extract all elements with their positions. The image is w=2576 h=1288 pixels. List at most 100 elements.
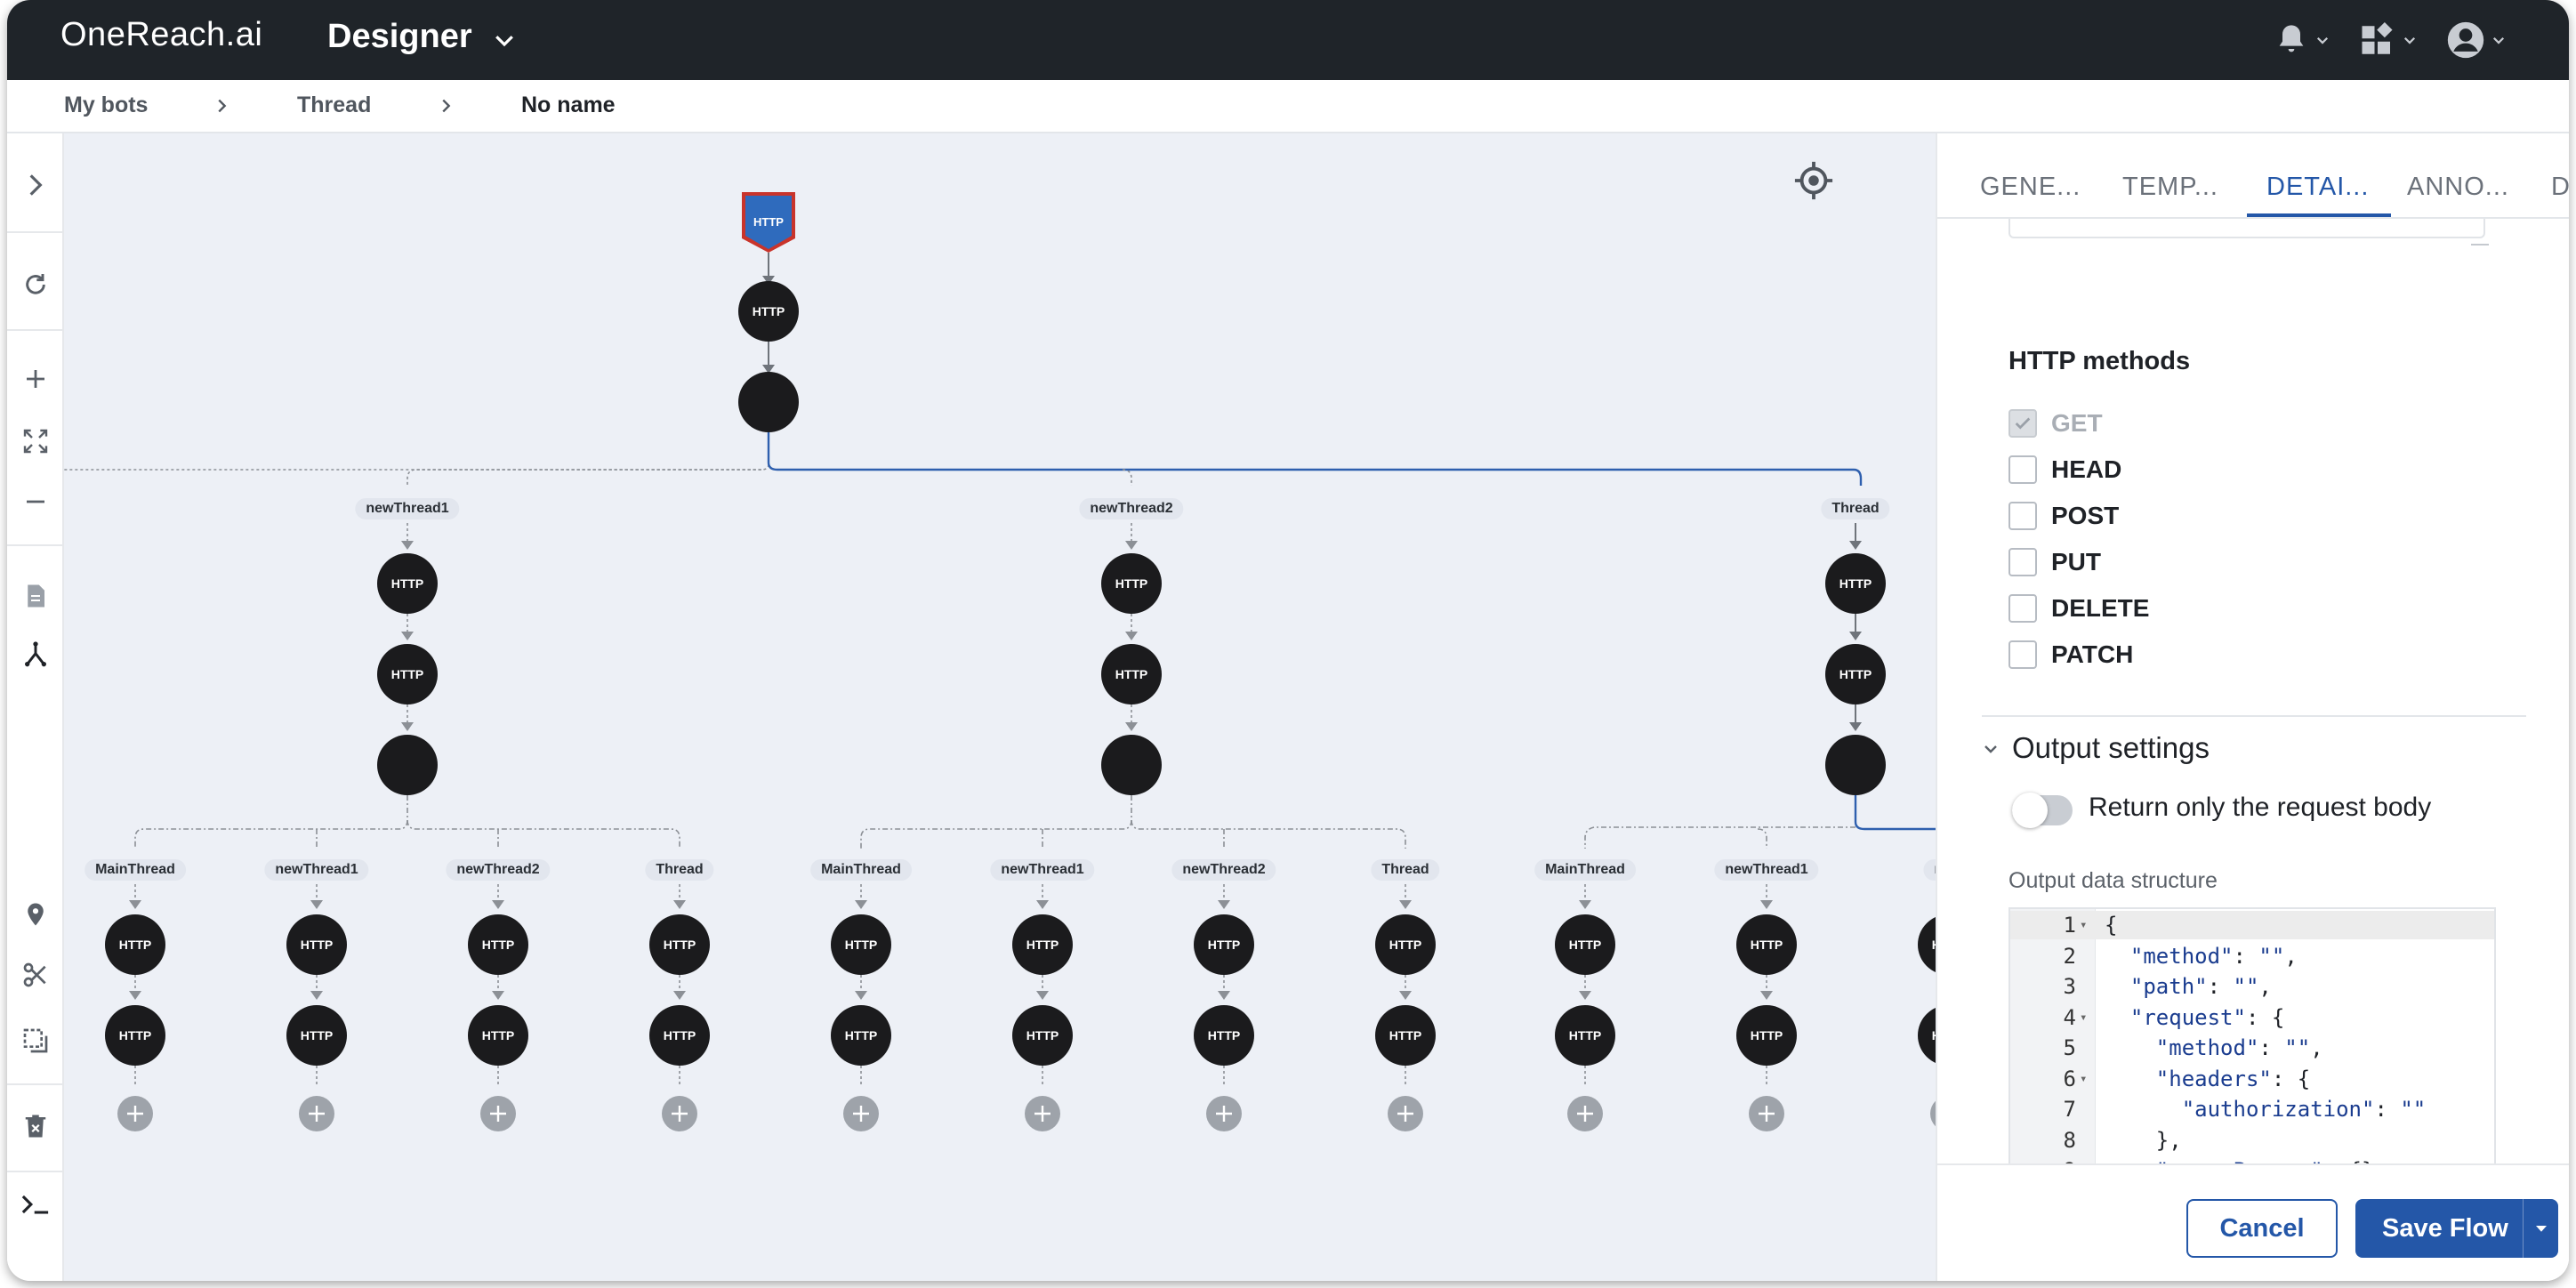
cancel-button[interactable]: Cancel	[2186, 1199, 2338, 1258]
method-head[interactable]: HEAD	[2008, 452, 2121, 487]
checkbox-put[interactable]	[2008, 548, 2037, 576]
breadcrumb-item-my-bots[interactable]: My bots	[64, 93, 149, 117]
fold-arrow-icon[interactable]: ▾	[2080, 918, 2088, 932]
http-node[interactable]	[1194, 914, 1254, 975]
node-label[interactable]: HTTP	[391, 576, 424, 591]
node-label[interactable]: HTTP	[1208, 1028, 1241, 1042]
method-post[interactable]: POST	[2008, 498, 2119, 534]
http-node[interactable]	[105, 1005, 165, 1066]
http-node[interactable]	[1825, 735, 1886, 795]
return-body-toggle[interactable]	[2012, 793, 2073, 828]
method-patch[interactable]: PATCH	[2008, 637, 2133, 672]
add-node-button[interactable]	[1930, 1096, 1936, 1131]
zoom-in-button[interactable]	[18, 361, 53, 397]
node-label[interactable]: HTTP	[119, 1028, 152, 1042]
notifications-button[interactable]	[2274, 22, 2330, 58]
http-node[interactable]	[1825, 644, 1886, 704]
fit-screen-button[interactable]	[18, 423, 53, 459]
http-node[interactable]	[468, 1005, 528, 1066]
http-node[interactable]	[1101, 735, 1162, 795]
branch-button[interactable]	[18, 637, 53, 672]
node-label[interactable]: HTTP	[482, 1028, 515, 1042]
http-node[interactable]	[1194, 1005, 1254, 1066]
node-label[interactable]: HTTP	[119, 938, 152, 952]
root-http-node[interactable]	[745, 196, 792, 249]
node-label[interactable]: HTTP	[1839, 667, 1872, 681]
checkbox-post[interactable]	[2008, 502, 2037, 530]
http-node[interactable]	[1825, 553, 1886, 614]
node-label[interactable]: HTTP	[1389, 1028, 1422, 1042]
tab-details[interactable]: DETAI...	[2266, 173, 2370, 201]
node-label[interactable]: HTTP	[753, 304, 785, 318]
breadcrumb-item-thread[interactable]: Thread	[297, 93, 372, 117]
user-menu-button[interactable]	[2446, 20, 2507, 60]
node-label[interactable]: HTTP	[1751, 938, 1783, 952]
http-node[interactable]	[1375, 914, 1436, 975]
branch-label[interactable]: MainThread	[810, 859, 912, 881]
method-get[interactable]: GET	[2008, 406, 2103, 441]
http-node[interactable]	[1012, 914, 1073, 975]
node-label[interactable]: HTTP	[1389, 938, 1422, 952]
http-node[interactable]	[377, 553, 438, 614]
cut-button[interactable]	[18, 957, 53, 993]
http-node[interactable]	[105, 914, 165, 975]
node-label[interactable]: HTTP	[1932, 938, 1936, 952]
node-label[interactable]: HTTP	[1208, 938, 1241, 952]
http-node[interactable]	[831, 1005, 891, 1066]
method-delete[interactable]: DELETE	[2008, 591, 2149, 626]
tab-general[interactable]: GENE...	[1980, 173, 2081, 201]
node-label[interactable]: HTTP	[482, 938, 515, 952]
node-label[interactable]: HTTP	[1569, 938, 1602, 952]
save-flow-button[interactable]: Save Flow	[2355, 1199, 2558, 1258]
method-put[interactable]: PUT	[2008, 544, 2101, 580]
checkbox-get[interactable]	[2008, 409, 2037, 438]
branch-label[interactable]: MainThread	[85, 859, 186, 881]
branch-label[interactable]: newThread1	[355, 498, 460, 519]
node-label[interactable]: HTTP	[301, 1028, 334, 1042]
node-label[interactable]: HTTP	[845, 938, 878, 952]
branch-label[interactable]: newThread1	[990, 859, 1095, 881]
center-view-button[interactable]	[1793, 160, 1839, 206]
refresh-button[interactable]	[18, 267, 53, 302]
text-field[interactable]	[2008, 219, 2485, 238]
http-node[interactable]	[1375, 1005, 1436, 1066]
branch-label[interactable]: Thread	[645, 859, 714, 881]
http-node[interactable]	[1555, 1005, 1615, 1066]
tab-annotations[interactable]: ANNO...	[2407, 173, 2509, 201]
node-label[interactable]: HTTP	[1026, 1028, 1059, 1042]
branch-label[interactable]: newThread2	[1171, 859, 1276, 881]
expand-panel-button[interactable]	[18, 167, 53, 203]
delete-button[interactable]	[18, 1108, 53, 1144]
fold-arrow-icon[interactable]: ▾	[2080, 1010, 2088, 1025]
http-node[interactable]	[286, 1005, 347, 1066]
checkbox-patch[interactable]	[2008, 640, 2037, 669]
code-editor[interactable]: 1 ▾{2 "method": "", 3 "path": "", 4 ▾ "reque…	[2008, 907, 2496, 1172]
http-node[interactable]	[1918, 1005, 1936, 1066]
http-node[interactable]	[1736, 914, 1797, 975]
branch-label[interactable]: newThread1	[1714, 859, 1819, 881]
terminal-button[interactable]	[18, 1187, 53, 1222]
checkbox-delete[interactable]	[2008, 594, 2037, 623]
http-node[interactable]	[738, 372, 799, 432]
http-node[interactable]	[738, 281, 799, 342]
zoom-out-button[interactable]	[18, 484, 53, 519]
branch-label[interactable]: newThread2	[446, 859, 551, 881]
node-label[interactable]: HTTP	[301, 938, 334, 952]
http-node[interactable]	[286, 914, 347, 975]
node-label[interactable]: HTTP	[1839, 576, 1872, 591]
http-node[interactable]	[1101, 644, 1162, 704]
document-button[interactable]	[18, 578, 53, 614]
root-node-label[interactable]: HTTP	[753, 215, 784, 229]
node-label[interactable]: HTTP	[1932, 1028, 1936, 1042]
location-button[interactable]	[18, 897, 53, 932]
node-label[interactable]: HTTP	[1026, 938, 1059, 952]
node-label[interactable]: HTTP	[1569, 1028, 1602, 1042]
tab-more[interactable]: DE	[2551, 173, 2569, 201]
http-node[interactable]	[1555, 914, 1615, 975]
chevron-down-icon[interactable]	[1980, 738, 2001, 760]
branch-label[interactable]: newThread1	[264, 859, 369, 881]
branch-label[interactable]: newThread2	[1079, 498, 1184, 519]
http-node[interactable]	[377, 735, 438, 795]
select-area-button[interactable]	[18, 1023, 53, 1059]
branch-label[interactable]: Thread	[1821, 498, 1890, 519]
